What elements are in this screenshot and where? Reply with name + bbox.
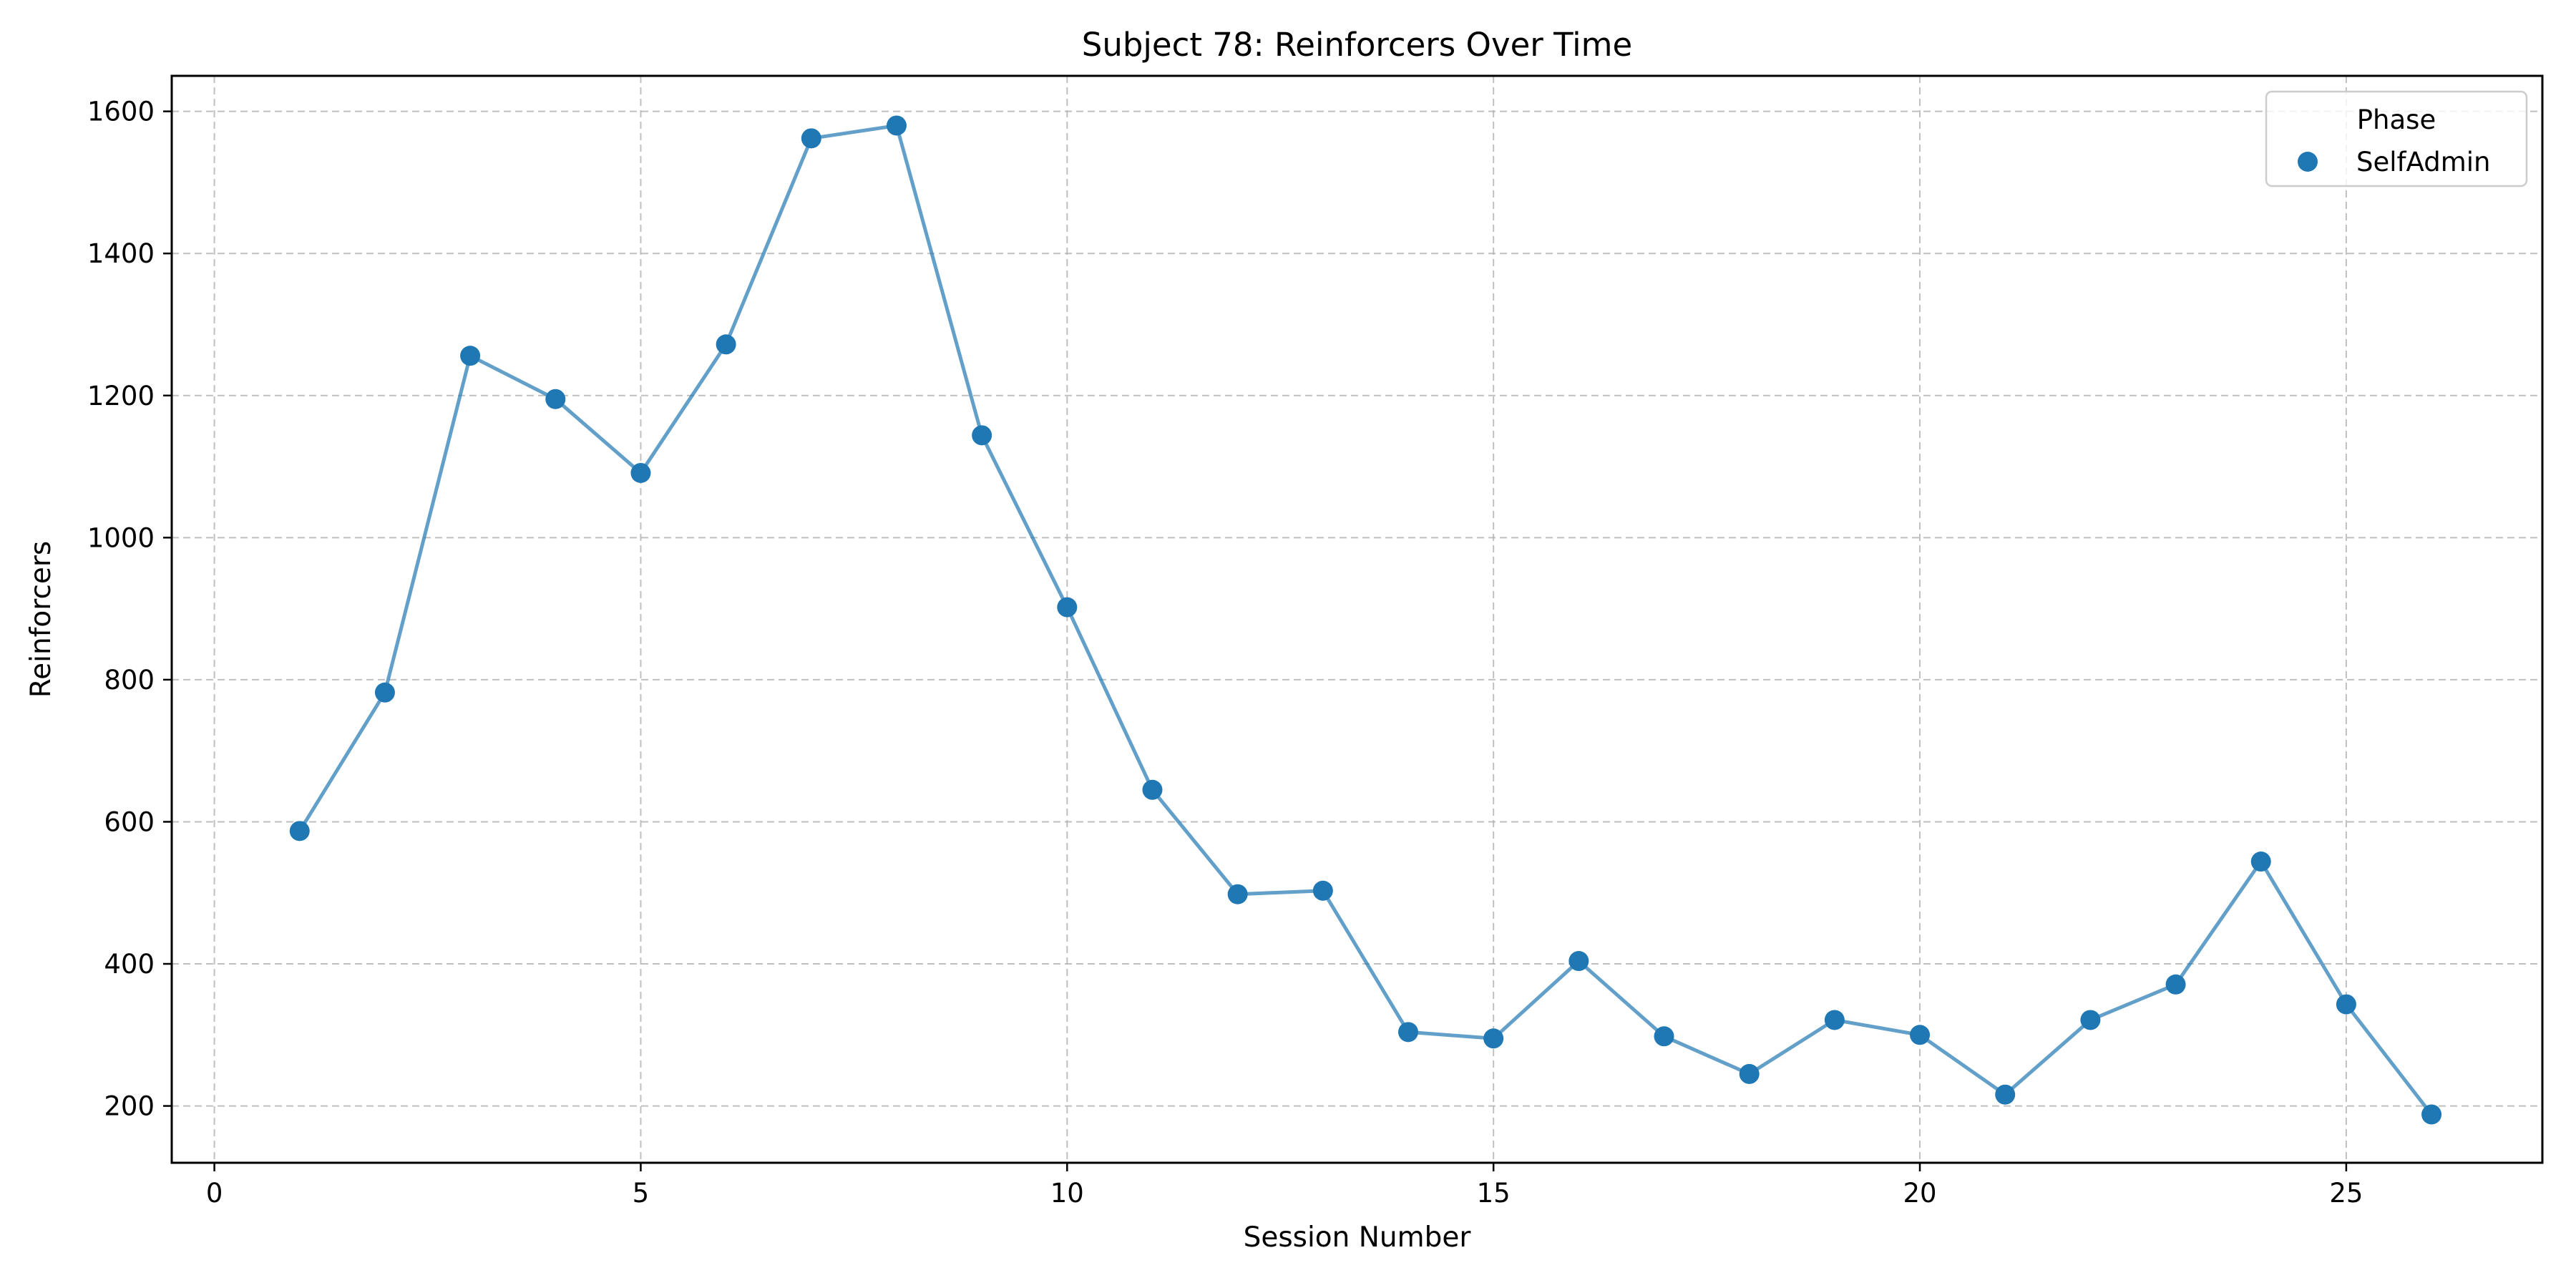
x-tick-label: 15 bbox=[1477, 1178, 1511, 1209]
data-point bbox=[374, 682, 395, 703]
x-tick-label: 0 bbox=[206, 1178, 223, 1209]
x-tick-label: 25 bbox=[2329, 1178, 2363, 1209]
legend-title: Phase bbox=[2357, 104, 2436, 135]
x-axis-label: Session Number bbox=[1244, 1221, 1472, 1254]
data-point bbox=[1312, 880, 1333, 901]
y-tick-label: 400 bbox=[104, 949, 155, 980]
data-point bbox=[1227, 884, 1248, 904]
legend-entry-selfadmin: SelfAdmin bbox=[2356, 147, 2490, 177]
y-tick-label: 800 bbox=[104, 665, 155, 696]
data-point bbox=[2421, 1104, 2442, 1125]
x-tick-label: 20 bbox=[1903, 1178, 1936, 1209]
data-point bbox=[289, 821, 310, 841]
data-point bbox=[1057, 597, 1078, 618]
y-axis-label: Reinforcers bbox=[25, 541, 57, 698]
axis-ticks: 0 5 10 15 20 25 200 400 600 800 1000 1200 1400 1600 bbox=[87, 97, 2363, 1209]
data-point bbox=[716, 334, 736, 355]
data-point bbox=[2250, 852, 2271, 872]
chart-title: Subject 78: Reinforcers Over Time bbox=[1082, 26, 1632, 64]
data-point bbox=[1142, 779, 1163, 800]
y-tick-label: 600 bbox=[104, 806, 155, 837]
y-tick-label: 1000 bbox=[87, 522, 155, 553]
data-point bbox=[1568, 951, 1589, 972]
data-point bbox=[1654, 1026, 1674, 1047]
data-point bbox=[545, 389, 566, 409]
series-layer bbox=[289, 115, 2442, 1125]
data-point bbox=[1995, 1084, 2016, 1105]
series-line-selfadmin bbox=[298, 124, 2434, 1116]
data-point bbox=[1739, 1063, 1760, 1084]
legend-marker-selfadmin bbox=[2298, 152, 2318, 172]
y-tick-label: 200 bbox=[104, 1091, 155, 1122]
y-tick-label: 1600 bbox=[87, 97, 155, 127]
data-point bbox=[1483, 1028, 1504, 1049]
data-point bbox=[801, 128, 821, 149]
y-tick-label: 1200 bbox=[87, 381, 155, 411]
data-point bbox=[2165, 974, 2186, 995]
legend-box bbox=[2265, 90, 2528, 187]
data-point bbox=[1910, 1025, 1931, 1045]
data-point bbox=[2080, 1010, 2101, 1030]
x-tick-label: 10 bbox=[1050, 1178, 1084, 1209]
data-point bbox=[1824, 1010, 1845, 1030]
plot-area-frame bbox=[170, 74, 2544, 1164]
data-point bbox=[460, 346, 481, 366]
legend: Phase SelfAdmin bbox=[2265, 90, 2528, 187]
data-point bbox=[972, 425, 992, 446]
data-point bbox=[2336, 994, 2356, 1015]
data-point bbox=[886, 115, 907, 136]
data-point bbox=[630, 462, 651, 483]
y-tick-label: 1400 bbox=[87, 238, 155, 269]
x-tick-label: 5 bbox=[633, 1178, 650, 1209]
grid-lines bbox=[172, 76, 2542, 1163]
data-point bbox=[1398, 1022, 1419, 1043]
